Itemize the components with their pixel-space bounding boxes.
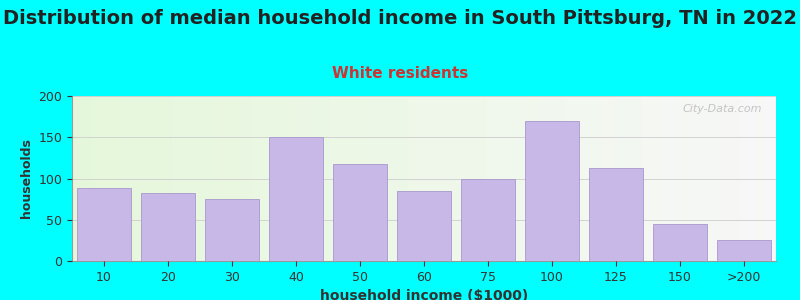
Bar — [653, 224, 707, 261]
Text: Distribution of median household income in South Pittsburg, TN in 2022: Distribution of median household income … — [3, 9, 797, 28]
X-axis label: household income ($1000): household income ($1000) — [320, 289, 528, 300]
Bar — [77, 188, 131, 261]
Bar — [333, 164, 387, 261]
Y-axis label: households: households — [20, 139, 33, 218]
Bar — [717, 240, 771, 261]
Bar — [141, 193, 195, 261]
Text: City-Data.com: City-Data.com — [682, 104, 762, 114]
Bar — [205, 199, 259, 261]
Text: White residents: White residents — [332, 66, 468, 81]
Bar — [525, 121, 579, 261]
Bar — [589, 168, 643, 261]
Bar — [397, 191, 451, 261]
Bar — [461, 178, 515, 261]
Bar — [269, 137, 323, 261]
